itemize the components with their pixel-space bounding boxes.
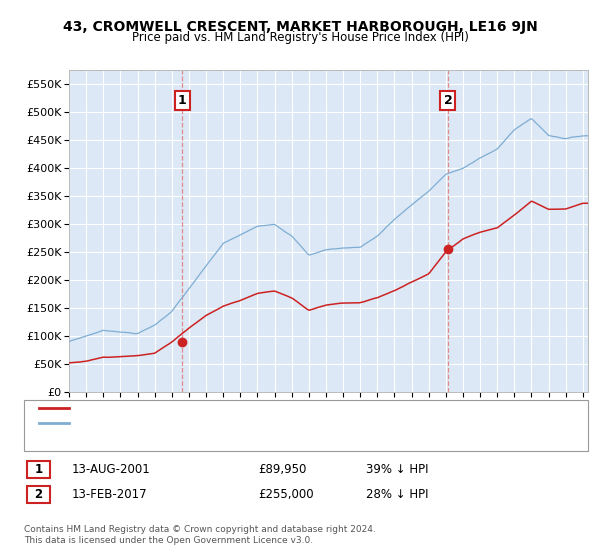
Text: 1: 1 [34, 463, 43, 476]
Text: 28% ↓ HPI: 28% ↓ HPI [366, 488, 428, 501]
Text: Contains HM Land Registry data © Crown copyright and database right 2024.
This d: Contains HM Land Registry data © Crown c… [24, 525, 376, 545]
Text: 43, CROMWELL CRESCENT, MARKET HARBOROUGH, LE16 9JN (detached house): 43, CROMWELL CRESCENT, MARKET HARBOROUGH… [75, 403, 490, 413]
Text: Price paid vs. HM Land Registry's House Price Index (HPI): Price paid vs. HM Land Registry's House … [131, 31, 469, 44]
Text: 13-AUG-2001: 13-AUG-2001 [72, 463, 151, 476]
Text: £89,950: £89,950 [258, 463, 307, 476]
Text: £255,000: £255,000 [258, 488, 314, 501]
Text: 1: 1 [178, 94, 187, 108]
Text: 13-FEB-2017: 13-FEB-2017 [72, 488, 148, 501]
Text: 2: 2 [34, 488, 43, 501]
Text: 43, CROMWELL CRESCENT, MARKET HARBOROUGH, LE16 9JN: 43, CROMWELL CRESCENT, MARKET HARBOROUGH… [62, 20, 538, 34]
Text: HPI: Average price, detached house, Harborough: HPI: Average price, detached house, Harb… [75, 418, 330, 428]
Text: 39% ↓ HPI: 39% ↓ HPI [366, 463, 428, 476]
Text: 2: 2 [443, 94, 452, 108]
